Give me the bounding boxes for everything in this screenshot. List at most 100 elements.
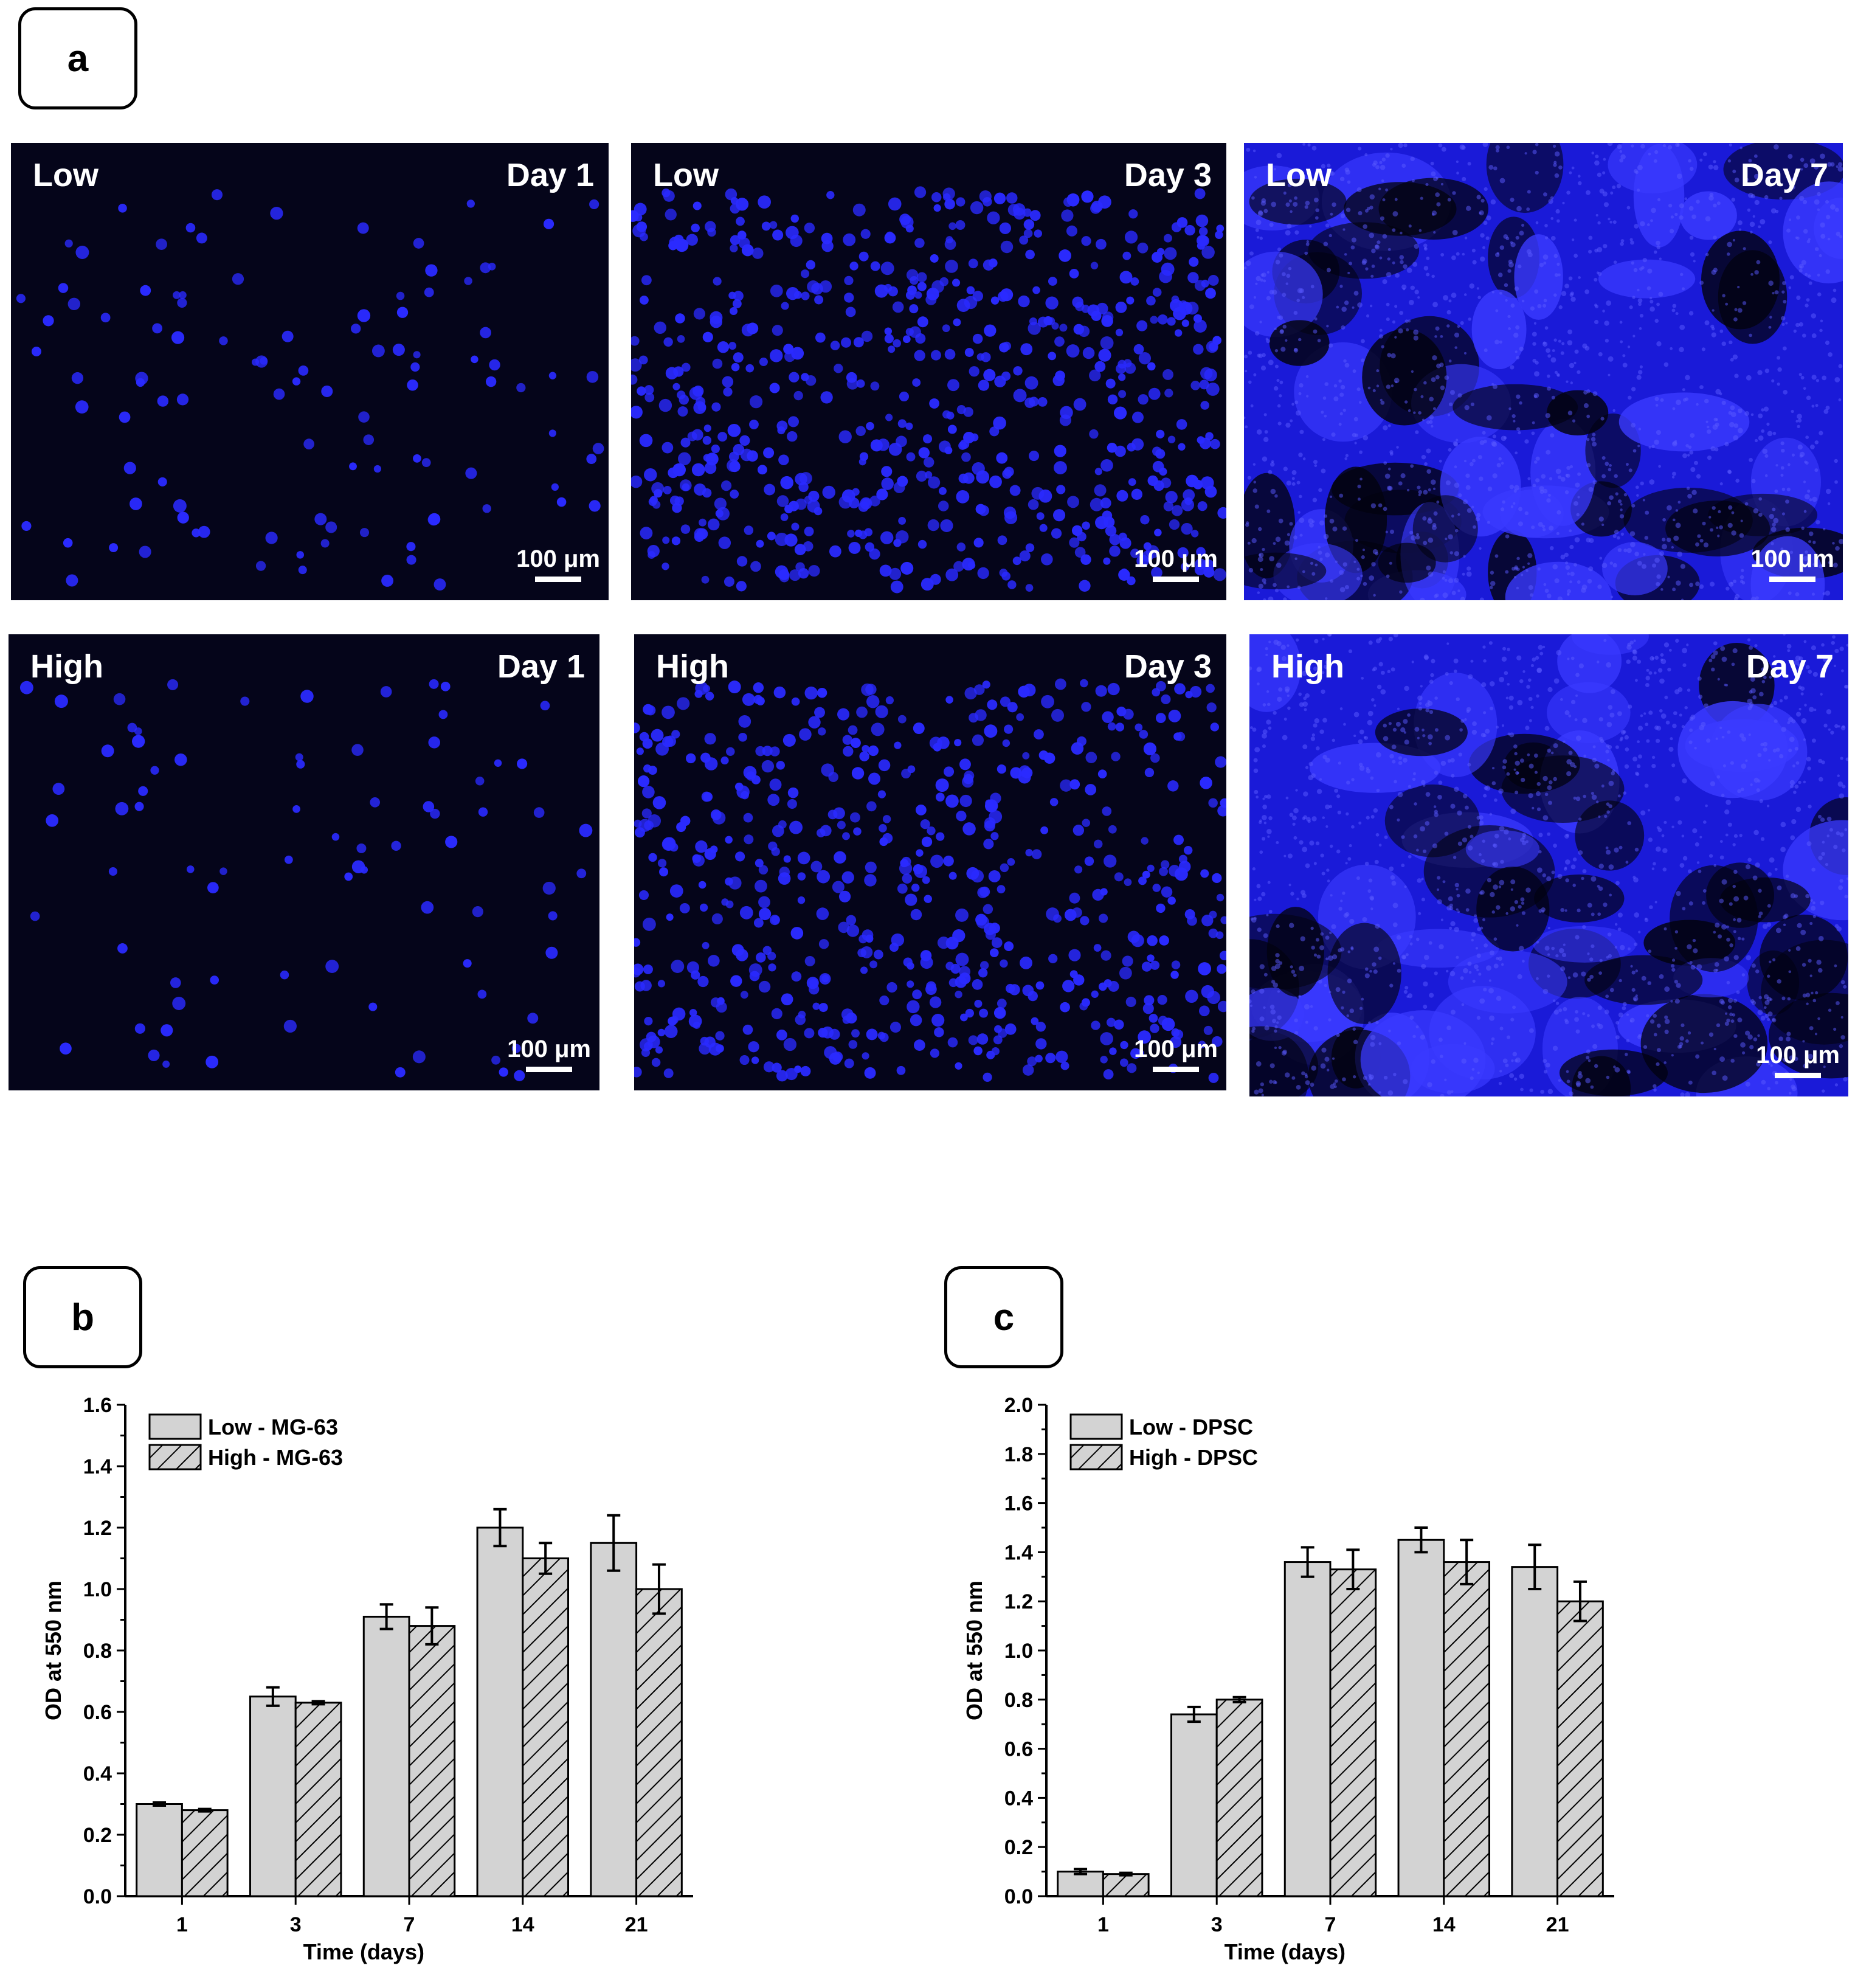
nuclei-group bbox=[1249, 634, 1848, 1096]
cell-nuclei-image bbox=[1249, 634, 1848, 1096]
y-tick-label: 0.0 bbox=[1004, 1885, 1033, 1908]
bar-high-day-21 bbox=[635, 1588, 683, 1897]
x-tick-label: 7 bbox=[404, 1913, 415, 1936]
scale-bar-label: 100 μm bbox=[516, 545, 600, 572]
x-axis-label: Time (days) bbox=[1225, 1939, 1345, 1964]
error-bar bbox=[1460, 1539, 1474, 1585]
y-tick-label: 2.0 bbox=[1004, 1394, 1033, 1417]
bar-low-day-7 bbox=[362, 1615, 410, 1897]
panel-label-a: a bbox=[18, 7, 137, 109]
bar-high-day-1 bbox=[1102, 1873, 1150, 1897]
cell-nuclei-image bbox=[634, 678, 1226, 1083]
error-bar bbox=[379, 1603, 393, 1630]
y-tick-label: 0.0 bbox=[83, 1885, 112, 1908]
cell-nuclei-image bbox=[16, 189, 604, 591]
bar-low-day-14 bbox=[476, 1526, 524, 1897]
nuclei-group bbox=[19, 679, 593, 1081]
day-label: Day 7 bbox=[1740, 157, 1828, 193]
error-bar bbox=[1119, 1871, 1133, 1877]
cell-nuclei-image bbox=[631, 186, 1226, 594]
condition-label: High bbox=[656, 648, 729, 685]
error-bar bbox=[1074, 1868, 1088, 1875]
bar-high-day-3 bbox=[1215, 1699, 1263, 1897]
error-bar bbox=[1187, 1705, 1201, 1723]
error-bar bbox=[153, 1801, 167, 1807]
y-tick-label: 0.6 bbox=[83, 1701, 112, 1724]
legend-swatch-high bbox=[148, 1444, 202, 1470]
scale-bar: 100 μm bbox=[507, 1036, 591, 1072]
error-bar bbox=[493, 1508, 507, 1548]
condition-label: High bbox=[1271, 648, 1344, 685]
y-tick-label: 1.6 bbox=[1004, 1492, 1033, 1515]
bar-high-day-3 bbox=[294, 1702, 342, 1897]
bar-chart-mg63: 0.0 0.2 0.4 0.6 0.8 1.0 1.2 1.4 1.6 1 3 7 14 21 Time (… bbox=[41, 1394, 693, 1964]
y-tick-label: 0.4 bbox=[83, 1762, 112, 1785]
x-tick-label: 3 bbox=[290, 1913, 302, 1936]
y-tick-label: 0.4 bbox=[1004, 1787, 1033, 1810]
error-bar bbox=[198, 1807, 212, 1813]
bar-low-day-21 bbox=[590, 1542, 638, 1897]
error-bar bbox=[1301, 1546, 1314, 1578]
nuclei-group bbox=[16, 189, 604, 591]
bar-low-day-21 bbox=[1511, 1566, 1559, 1897]
error-bar bbox=[425, 1606, 439, 1646]
scale-bar-label: 100 μm bbox=[1134, 545, 1218, 572]
scale-bar: 100 μm bbox=[1750, 545, 1834, 582]
bar-high-day-14 bbox=[522, 1557, 570, 1897]
scale-bar-line bbox=[526, 1067, 573, 1072]
micrograph-high-day1: High Day 1 100 μm bbox=[9, 634, 599, 1090]
micrograph-high-day7: High Day 7 100 μm bbox=[1249, 634, 1848, 1096]
scale-bar-line bbox=[535, 577, 582, 582]
error-bar bbox=[266, 1686, 280, 1707]
day-label: Day 3 bbox=[1124, 157, 1212, 193]
scale-bar: 100 μm bbox=[1756, 1042, 1840, 1078]
nuclei-group bbox=[634, 678, 1226, 1083]
scale-bar-line bbox=[1775, 1073, 1822, 1078]
y-tick-label: 1.2 bbox=[83, 1517, 112, 1540]
x-tick-label: 21 bbox=[625, 1913, 648, 1936]
y-axis-label: OD at 550 nm bbox=[41, 1581, 66, 1720]
condition-label: Low bbox=[1266, 157, 1332, 193]
y-axis-label: OD at 550 nm bbox=[962, 1581, 987, 1720]
legend-swatch-high bbox=[1069, 1444, 1123, 1470]
micrograph-low-day7: Low Day 7 100 μm bbox=[1244, 143, 1843, 600]
error-bar bbox=[1414, 1526, 1428, 1554]
error-bar bbox=[311, 1700, 325, 1706]
x-tick-label: 21 bbox=[1546, 1913, 1569, 1936]
bar-high-day-14 bbox=[1443, 1561, 1491, 1897]
day-label: Day 3 bbox=[1124, 648, 1212, 685]
panel-label-b: b bbox=[23, 1266, 142, 1368]
day-label: Day 1 bbox=[497, 648, 585, 685]
legend-label-high: High - MG-63 bbox=[208, 1445, 343, 1470]
scale-bar-line bbox=[1153, 1067, 1200, 1072]
micrograph-low-day1: Low Day 1 100 μm bbox=[11, 143, 609, 600]
scale-bar: 100 μm bbox=[1134, 545, 1218, 582]
scale-bar-label: 100 μm bbox=[507, 1036, 591, 1062]
legend-label-high: High - DPSC bbox=[1129, 1445, 1258, 1470]
bar-chart-dpsc: 0.0 0.2 0.4 0.6 0.8 1.0 1.2 1.4 1.6 1.8 2.0 1 3 7 14 21… bbox=[962, 1394, 1614, 1964]
x-tick-label: 3 bbox=[1211, 1913, 1223, 1936]
x-tick-label: 14 bbox=[511, 1913, 534, 1936]
error-bar bbox=[1573, 1580, 1587, 1623]
condition-label: High bbox=[30, 648, 103, 685]
scale-bar-line bbox=[1769, 577, 1816, 582]
y-tick-label: 0.6 bbox=[1004, 1738, 1033, 1761]
day-label: Day 7 bbox=[1746, 648, 1834, 685]
scale-bar-label: 100 μm bbox=[1750, 545, 1834, 572]
error-bar bbox=[1528, 1543, 1542, 1590]
y-tick-label: 0.2 bbox=[83, 1824, 112, 1847]
y-tick-label: 1.4 bbox=[1004, 1541, 1033, 1564]
panel-label-c: c bbox=[944, 1266, 1063, 1368]
scale-bar-line bbox=[1153, 577, 1200, 582]
legend-swatch-low bbox=[1069, 1413, 1123, 1440]
bar-low-day-1 bbox=[136, 1803, 183, 1897]
day-label: Day 1 bbox=[506, 157, 594, 193]
bar-low-day-1 bbox=[1057, 1871, 1104, 1897]
error-bar bbox=[652, 1563, 666, 1615]
cell-nuclei-image bbox=[1244, 143, 1843, 600]
y-tick-label: 0.8 bbox=[83, 1640, 112, 1663]
y-tick-label: 1.2 bbox=[1004, 1590, 1033, 1613]
bar-low-day-14 bbox=[1397, 1539, 1445, 1897]
bar-low-day-3 bbox=[249, 1695, 297, 1897]
x-tick-label: 7 bbox=[1325, 1913, 1336, 1936]
